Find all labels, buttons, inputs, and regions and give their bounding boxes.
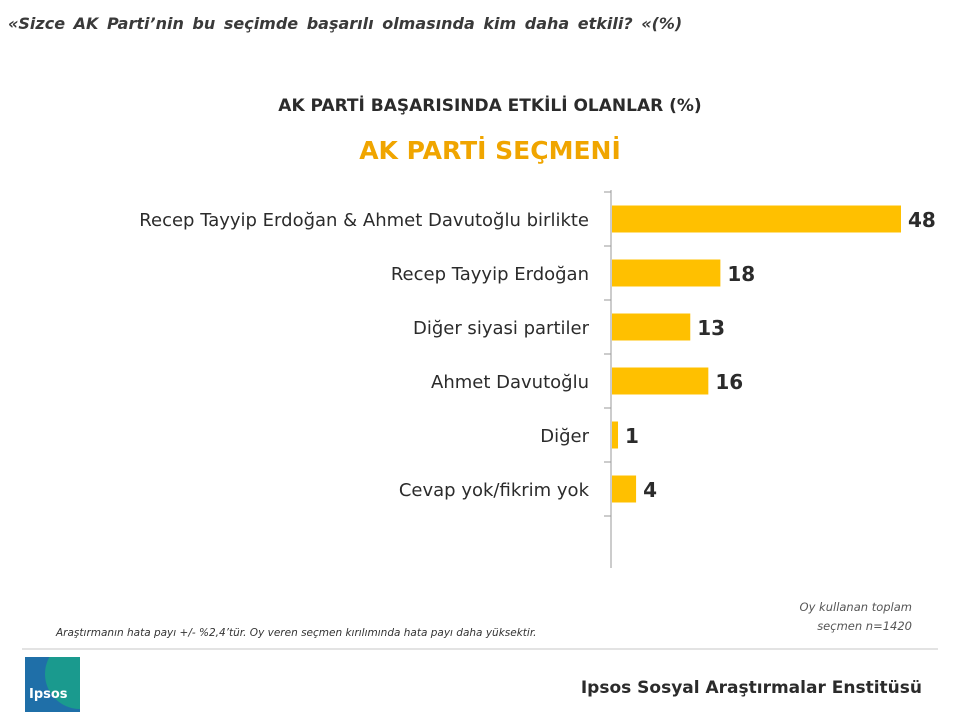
bar [612,475,637,503]
chart-subtitle: AK PARTİ SEÇMENİ [359,136,621,165]
bar [612,259,721,287]
value-label: 4 [643,478,657,502]
margin-of-error-footnote: Araştırmanın hata payı +/- %2,4’tür. Oy … [56,627,537,639]
value-label: 18 [727,262,755,286]
bar [612,421,619,449]
value-label: 13 [697,316,725,340]
sample-base-note: Oy kullanan toplam seçmen n=1420 [800,598,912,636]
category-label: Diğer siyasi partiler [413,318,590,339]
category-label: Cevap yok/fikrim yok [399,480,590,501]
base-note-line-1: Oy kullanan toplam [799,600,912,614]
logo-text: Ipsos [29,687,68,702]
category-label: Diğer [540,426,589,447]
bar [612,367,709,395]
ipsos-logo: Ipsos [25,657,80,712]
bar [612,313,691,341]
base-note-line-2: seçmen n=1420 [817,619,912,633]
footer-divider [22,648,938,650]
survey-question: «Sizce AK Parti’nin bu seçimde başarılı … [8,14,683,33]
bar [612,205,901,233]
value-label: 16 [715,370,743,394]
institute-name: Ipsos Sosyal Araştırmalar Enstitüsü [580,678,922,698]
category-label: Recep Tayyip Erdoğan [391,264,589,285]
category-label: Ahmet Davutoğlu [431,372,589,393]
category-label: Recep Tayyip Erdoğan & Ahmet Davutoğlu b… [139,210,589,231]
value-label: 1 [625,424,639,448]
value-label: 48 [908,208,936,232]
chart-title: AK PARTİ BAŞARISINDA ETKİLİ OLANLAR (%) [278,96,702,116]
